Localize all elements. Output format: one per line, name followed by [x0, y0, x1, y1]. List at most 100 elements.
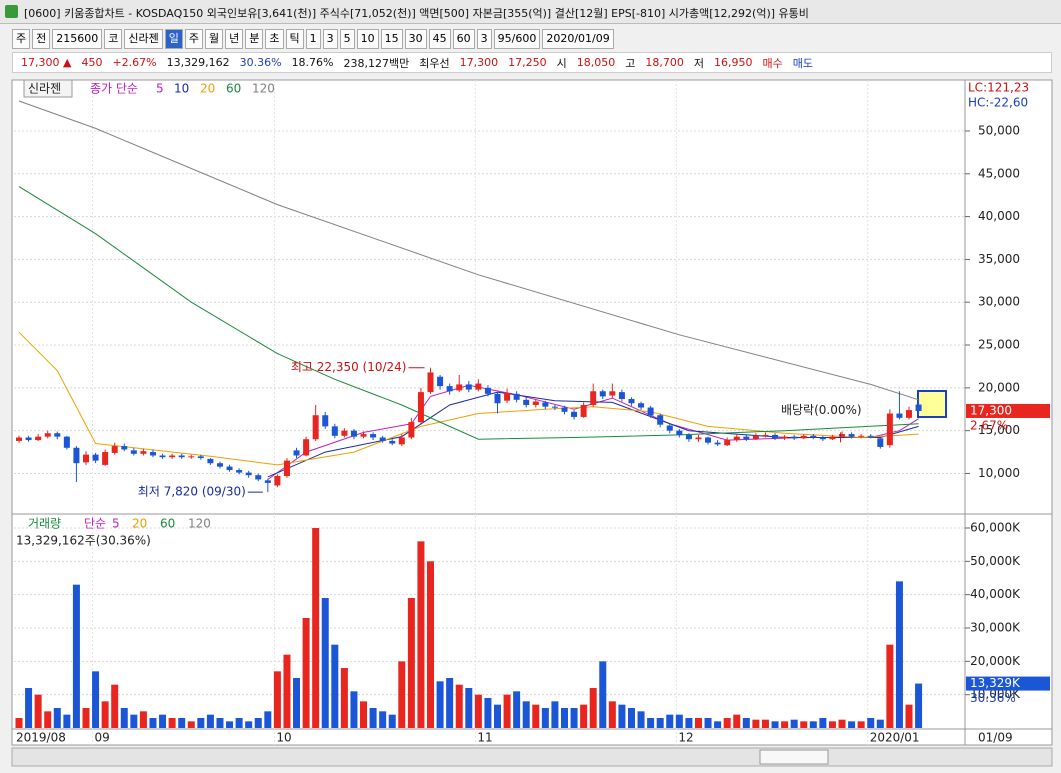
- volume-bar: [293, 678, 301, 728]
- quote-field[interactable]: 18.76%: [291, 56, 334, 69]
- candle-body: [102, 452, 109, 465]
- candle-body: [73, 447, 80, 464]
- toolbar-button[interactable]: 60: [452, 29, 475, 49]
- toolbar-button[interactable]: 45: [428, 29, 451, 49]
- toolbar-button[interactable]: 일: [164, 29, 183, 49]
- toolbar-button[interactable]: 코: [104, 29, 123, 49]
- candle-body: [685, 434, 692, 440]
- candle-body: [331, 426, 338, 436]
- quote-field[interactable]: 238,127백만: [343, 56, 410, 70]
- quote-field[interactable]: 13,329,162: [166, 56, 230, 69]
- quote-field[interactable]: 30.36%: [239, 56, 282, 69]
- quote-field[interactable]: 17,300 ▲: [21, 56, 72, 69]
- candle-body: [647, 407, 654, 416]
- volume-bar: [216, 718, 224, 728]
- candle-body: [494, 393, 501, 404]
- volume-bar: [771, 721, 779, 728]
- quote-field[interactable]: 최우선: [419, 56, 450, 70]
- volume-bar: [120, 708, 128, 728]
- toolbar-button[interactable]: 15: [380, 29, 403, 49]
- ratio-label: 30.36%: [970, 691, 1016, 705]
- legend-entry: 10: [174, 82, 189, 96]
- candle-body: [293, 450, 300, 456]
- quote-field[interactable]: 매수: [762, 56, 783, 70]
- volume-bar: [532, 704, 540, 728]
- scroll-thumb[interactable]: [759, 749, 829, 765]
- candle-body: [398, 437, 405, 445]
- candle-body: [216, 463, 223, 467]
- volume-bar: [187, 721, 195, 728]
- quote-field[interactable]: 16,950: [714, 56, 753, 69]
- legend-entry: 20: [132, 517, 147, 531]
- toolbar-button[interactable]: 주: [184, 29, 203, 49]
- candle-body: [858, 435, 865, 437]
- toolbar-button[interactable]: 월: [205, 29, 224, 49]
- volume-bar: [905, 704, 913, 728]
- quote-field[interactable]: 매도: [792, 56, 813, 70]
- chart-frame: [11, 79, 1053, 746]
- volume-bar: [886, 644, 894, 728]
- toolbar-button[interactable]: 1: [305, 29, 321, 49]
- y-tick-label: 40,000K: [970, 587, 1021, 601]
- toolbar-button[interactable]: 3: [476, 29, 492, 49]
- candle-body: [264, 480, 271, 483]
- candle-body: [312, 415, 319, 440]
- toolbar-button[interactable]: 전: [32, 29, 51, 49]
- candle-body: [245, 472, 252, 476]
- candle-body: [446, 386, 453, 392]
- x-tick-label: 11: [477, 731, 492, 745]
- candle-body: [590, 391, 597, 405]
- volume-bar: [513, 691, 521, 728]
- volume-bar: [302, 618, 310, 728]
- y-tick-label: 20,000K: [970, 654, 1021, 668]
- volume-bar: [82, 708, 90, 728]
- volume-bar: [25, 688, 33, 728]
- toolbar-button[interactable]: 틱: [285, 29, 304, 49]
- toolbar-button[interactable]: 5: [339, 29, 355, 49]
- y-tick-label: 45,000: [978, 166, 1020, 180]
- candle-body: [54, 433, 61, 437]
- scrollbar[interactable]: [11, 747, 1053, 767]
- candle-body: [63, 436, 70, 448]
- toolbar-button[interactable]: 95/600: [493, 29, 541, 49]
- toolbar-button[interactable]: 신라젠: [124, 29, 163, 49]
- volume-bar: [398, 661, 406, 728]
- candle-body: [714, 442, 721, 445]
- quote-field[interactable]: 17,250: [508, 56, 547, 69]
- quote-field[interactable]: +2.67%: [112, 56, 157, 69]
- candle-body: [800, 435, 807, 439]
- x-end-label: 01/09: [978, 731, 1013, 745]
- quote-field[interactable]: 저: [693, 56, 704, 70]
- toolbar-button[interactable]: 주: [12, 29, 31, 49]
- toolbar-button[interactable]: 3: [322, 29, 338, 49]
- legend-entry: 단순: [84, 517, 106, 531]
- legend-entry: 5: [112, 517, 120, 531]
- x-tick-label: 10: [276, 731, 291, 745]
- candle-body: [705, 437, 712, 443]
- toolbar-button[interactable]: 30: [404, 29, 427, 49]
- volume-bar: [503, 694, 511, 728]
- volume-bar: [436, 681, 444, 728]
- candle-body: [628, 398, 635, 404]
- toolbar-button[interactable]: 초: [265, 29, 284, 49]
- toolbar-button[interactable]: 10: [356, 29, 379, 49]
- quote-field[interactable]: 시: [556, 56, 567, 70]
- toolbar-button[interactable]: 년: [225, 29, 244, 49]
- toolbar-button[interactable]: 2020/01/09: [542, 29, 614, 49]
- volume-bar: [53, 708, 61, 728]
- quote-field[interactable]: 450: [81, 56, 103, 69]
- toolbar-button[interactable]: 분: [245, 29, 264, 49]
- candle-body: [513, 393, 520, 400]
- candle-body: [810, 435, 817, 438]
- toolbar-button[interactable]: 215600: [52, 29, 103, 49]
- candle-body: [877, 438, 884, 447]
- volume-bar: [761, 719, 769, 728]
- quote-field[interactable]: 18,700: [645, 56, 684, 69]
- volume-label: 13,329K: [970, 676, 1021, 690]
- candle-body: [82, 454, 89, 463]
- candle-body: [121, 446, 128, 450]
- quote-field[interactable]: 고: [625, 56, 636, 70]
- x-tick-label: 12: [678, 731, 693, 745]
- quote-field[interactable]: 17,300: [459, 56, 499, 69]
- quote-field[interactable]: 18,050: [576, 56, 616, 69]
